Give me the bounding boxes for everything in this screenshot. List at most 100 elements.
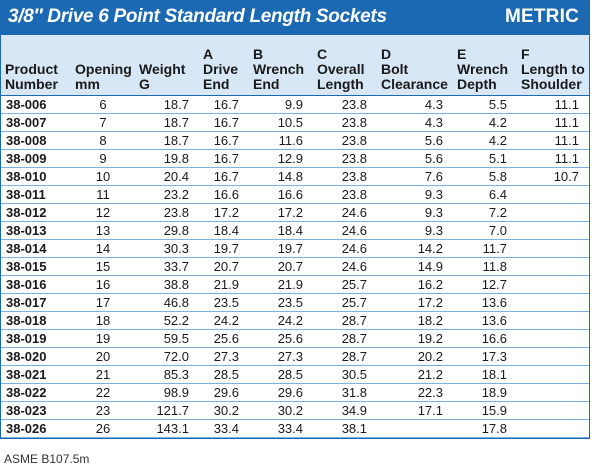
table-cell: 143.1 — [135, 419, 199, 438]
table-cell: 19.7 — [199, 239, 249, 258]
table-cell: 17.2 — [377, 293, 453, 312]
table-cell: 18.4 — [249, 221, 313, 240]
table-cell: 16.7 — [199, 149, 249, 168]
table-cell: 24.6 — [313, 239, 377, 258]
column-header-line1: F — [521, 45, 530, 62]
table-cell: 24.2 — [199, 311, 249, 330]
table-cell: 5.6 — [377, 149, 453, 168]
table-cell: 19 — [71, 329, 135, 348]
table-cell: 14.8 — [249, 167, 313, 186]
table-row: 38-019 19 59.5 25.6 25.6 28.7 19.2 16.6 — [1, 329, 589, 348]
column-header-line2: Product — [5, 60, 58, 77]
column-header: Product Number — [1, 35, 71, 96]
table-cell: 18.7 — [135, 131, 199, 150]
table-cell: 25.6 — [249, 329, 313, 348]
table-cell: 20.2 — [377, 347, 453, 366]
table-cell — [517, 239, 589, 258]
table-row: 38-014 14 30.3 19.7 19.7 24.6 14.2 11.7 — [1, 239, 589, 258]
table-cell: 9 — [71, 149, 135, 168]
table-cell: 23 — [71, 401, 135, 420]
table-cell: 19.2 — [377, 329, 453, 348]
product-number-cell: 38-009 — [1, 149, 71, 168]
table-cell: 23.8 — [313, 185, 377, 204]
table-cell: 17.2 — [249, 203, 313, 222]
table-cell: 27.3 — [249, 347, 313, 366]
table-cell: 21 — [71, 365, 135, 384]
table-cell: 15.9 — [453, 401, 517, 420]
table-cell — [517, 311, 589, 330]
product-number-cell: 38-020 — [1, 347, 71, 366]
table-cell: 16.6 — [199, 185, 249, 204]
table-cell: 28.7 — [313, 329, 377, 348]
table-cell: 27.3 — [199, 347, 249, 366]
column-header-line1: E — [457, 45, 467, 62]
table-cell: 121.7 — [135, 401, 199, 420]
table-cell: 9.3 — [377, 203, 453, 222]
column-header-line2: Opening — [75, 60, 132, 77]
product-number-cell: 38-008 — [1, 131, 71, 150]
table-cell: 6.4 — [453, 185, 517, 204]
table-cell: 23.8 — [135, 203, 199, 222]
table-cell: 24.6 — [313, 221, 377, 240]
table-cell: 16.7 — [199, 167, 249, 186]
table-row: 38-008 8 18.7 16.7 11.6 23.8 5.6 4.2 11.1 — [1, 131, 589, 150]
table-cell: 11.1 — [517, 95, 589, 114]
table-cell: 30.2 — [199, 401, 249, 420]
product-number-cell: 38-011 — [1, 185, 71, 204]
column-header-line1: C — [317, 45, 328, 62]
table-cell: 29.6 — [249, 383, 313, 402]
table-cell: 5.8 — [453, 167, 517, 186]
product-number-cell: 38-026 — [1, 419, 71, 438]
product-number-cell: 38-018 — [1, 311, 71, 330]
table-cell: 10 — [71, 167, 135, 186]
table-cell: 9.9 — [249, 95, 313, 114]
table-header: Product Number Opening mm Weight G A Drive End… — [1, 35, 589, 96]
table-cell: 30.3 — [135, 239, 199, 258]
table-cell: 24.6 — [313, 203, 377, 222]
column-header-line3: Number — [5, 75, 58, 92]
table-cell: 18.2 — [377, 311, 453, 330]
product-number-cell: 38-006 — [1, 95, 71, 114]
table-cell: 12 — [71, 203, 135, 222]
table-cell: 25.6 — [199, 329, 249, 348]
table-cell — [517, 275, 589, 294]
column-header: F Length to Shoulder — [517, 35, 589, 96]
table-cell: 4.3 — [377, 113, 453, 132]
table-row: 38-016 16 38.8 21.9 21.9 25.7 16.2 12.7 — [1, 275, 589, 294]
column-header-line2: Weight — [139, 60, 186, 77]
table-cell: 17.2 — [199, 203, 249, 222]
product-number-cell: 38-022 — [1, 383, 71, 402]
table-cell: 16.7 — [199, 131, 249, 150]
table-cell: 12.9 — [249, 149, 313, 168]
table-cell: 23.5 — [199, 293, 249, 312]
table-row: 38-015 15 33.7 20.7 20.7 24.6 14.9 11.8 — [1, 257, 589, 276]
socket-spec-table-container: Product Number Opening mm Weight G A Drive End… — [0, 35, 590, 439]
table-cell: 33.4 — [249, 419, 313, 438]
table-cell: 24.2 — [249, 311, 313, 330]
table-cell: 28.5 — [249, 365, 313, 384]
column-header: Weight G — [135, 35, 199, 96]
table-cell: 16.2 — [377, 275, 453, 294]
product-number-cell: 38-012 — [1, 203, 71, 222]
product-number-cell: 38-014 — [1, 239, 71, 258]
table-row: 38-010 10 20.4 16.7 14.8 23.8 7.6 5.8 10.7 — [1, 167, 589, 186]
column-header-line3: Shoulder — [521, 75, 582, 92]
table-cell: 14 — [71, 239, 135, 258]
table-cell: 13.6 — [453, 293, 517, 312]
column-header: A Drive End — [199, 35, 249, 96]
table-cell: 22 — [71, 383, 135, 402]
product-number-cell: 38-019 — [1, 329, 71, 348]
table-row: 38-017 17 46.8 23.5 23.5 25.7 17.2 13.6 — [1, 293, 589, 312]
column-header-line2: Drive — [203, 60, 239, 77]
table-cell: 7 — [71, 113, 135, 132]
table-cell: 21.9 — [249, 275, 313, 294]
column-header-line3: End — [253, 75, 280, 92]
column-header-line3: Depth — [457, 75, 497, 92]
table-cell — [517, 365, 589, 384]
table-cell: 21.2 — [377, 365, 453, 384]
table-cell: 6 — [71, 95, 135, 114]
table-cell: 11.1 — [517, 131, 589, 150]
table-cell: 11 — [71, 185, 135, 204]
table-cell — [517, 185, 589, 204]
table-cell — [377, 419, 453, 438]
